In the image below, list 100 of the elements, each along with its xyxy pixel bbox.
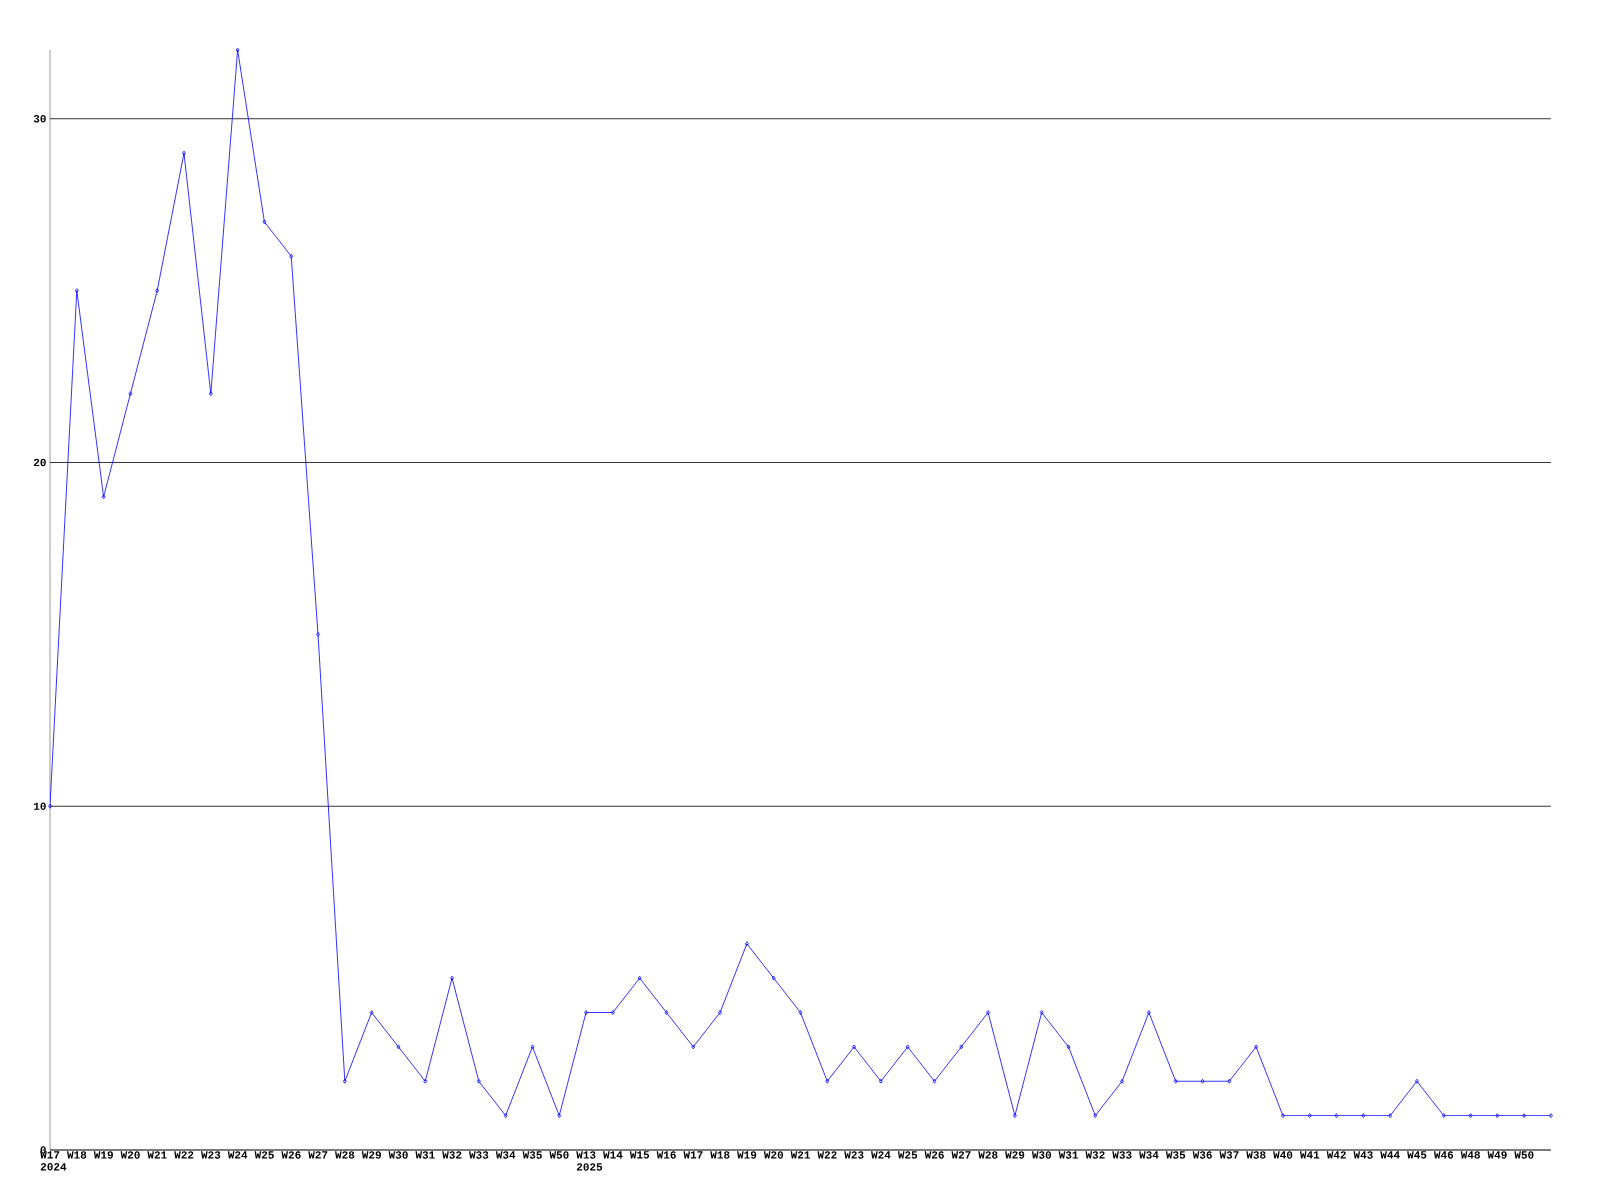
x-tick-label: W35 <box>522 1151 542 1159</box>
point <box>691 1044 696 1050</box>
point <box>986 1010 990 1015</box>
point <box>959 1044 964 1050</box>
x-tick-label: W24 <box>871 1151 891 1159</box>
x-tick-label: W23 <box>844 1151 864 1159</box>
x-tick-label: W45 <box>1407 1151 1427 1159</box>
point <box>1468 1113 1473 1119</box>
point <box>718 1010 722 1015</box>
x-tick-label: W33 <box>469 1151 489 1159</box>
x-tick-label: W50 <box>549 1151 569 1159</box>
point <box>1415 1078 1419 1084</box>
point <box>771 975 776 981</box>
point <box>610 1010 615 1015</box>
point <box>530 1044 535 1050</box>
x-tick-label: W18 <box>710 1151 730 1159</box>
point <box>503 1113 508 1119</box>
x-tick-label: W20 <box>120 1151 140 1159</box>
x-tick-label: W40 <box>1273 1151 1293 1159</box>
point <box>825 1078 830 1084</box>
point <box>369 1010 374 1015</box>
x-tick-label: W29 <box>361 1151 381 1159</box>
point <box>1200 1078 1205 1084</box>
point <box>905 1044 910 1050</box>
x-tick-label: W32 <box>442 1151 462 1159</box>
point <box>1254 1044 1259 1050</box>
x-tick-label: W42 <box>1326 1151 1346 1159</box>
point <box>637 975 642 981</box>
point <box>798 1010 803 1015</box>
point <box>878 1078 883 1084</box>
x-tick-label: W21 <box>790 1151 810 1159</box>
x-tick-label: W26 <box>924 1151 944 1159</box>
x-tick-label: W20 <box>763 1151 784 1159</box>
point <box>262 219 267 225</box>
x-tick-label: W34 <box>495 1151 516 1159</box>
x-tick-label: W18 <box>67 1151 87 1159</box>
x-tick-label: W43 <box>1353 1151 1373 1159</box>
point <box>182 150 186 156</box>
point <box>289 253 294 259</box>
y-tick-label: 10 <box>34 802 46 810</box>
point <box>155 288 160 294</box>
x-tick-label: W41 <box>1299 1151 1320 1159</box>
x-tick-label: W37 <box>1219 1151 1239 1159</box>
x-tick-label: W24 <box>227 1151 248 1159</box>
y-tick-label: 20 <box>33 458 46 467</box>
point <box>476 1078 481 1084</box>
point <box>1307 1113 1312 1119</box>
x-tick-label: W32 <box>1085 1151 1105 1159</box>
x-tick-label: W19 <box>737 1151 757 1159</box>
point <box>664 1010 669 1015</box>
x-tick-label: W22 <box>817 1151 837 1159</box>
point <box>852 1044 856 1050</box>
x-tick-label: W29 <box>1005 1151 1025 1159</box>
x-tick-label: W25 <box>254 1151 274 1159</box>
point <box>74 288 79 294</box>
x-tick-label: W35 <box>1165 1151 1186 1159</box>
y-tick-label: 30 <box>33 115 46 123</box>
x-tick-label: W27 <box>951 1151 971 1159</box>
x-tick-label: W38 <box>1246 1151 1266 1159</box>
x-tick-label: W46 <box>1433 1151 1454 1159</box>
x-tick-label: W15 <box>629 1151 650 1159</box>
x-tick-label: W30 <box>1031 1151 1052 1159</box>
point <box>1522 1113 1527 1119</box>
point <box>1039 1010 1044 1015</box>
x-tick-label: W14 <box>603 1151 623 1159</box>
point <box>584 1010 588 1015</box>
point <box>1281 1113 1285 1119</box>
x-tick-label: W23 <box>201 1151 221 1159</box>
point <box>1334 1113 1339 1119</box>
point <box>1227 1078 1232 1084</box>
x-tick-label: W49 <box>1487 1151 1507 1159</box>
point <box>1066 1044 1071 1050</box>
point <box>932 1078 937 1084</box>
x-tick-label: W27 <box>308 1151 328 1159</box>
x-tick-label: W33 <box>1112 1151 1132 1159</box>
x-tick-label: W26 <box>281 1151 301 1159</box>
x-tick-label: W22 <box>174 1151 194 1159</box>
point <box>128 391 133 397</box>
point <box>557 1113 562 1119</box>
point <box>1441 1113 1446 1119</box>
point <box>1147 1010 1151 1015</box>
x-tick-label: W31 <box>415 1151 435 1159</box>
x-tick-label: W28 <box>978 1151 998 1159</box>
x-tick-label: W16 <box>656 1151 676 1159</box>
x-tick-label: W28 <box>335 1151 355 1159</box>
point <box>1120 1078 1124 1084</box>
x-tick-label: W50 <box>1514 1151 1534 1159</box>
point <box>1173 1078 1178 1084</box>
point <box>1388 1113 1393 1119</box>
point <box>1361 1113 1366 1119</box>
point <box>744 941 749 947</box>
x-tick-label: W21 <box>147 1151 167 1159</box>
point <box>1495 1113 1500 1119</box>
x-tick-label: W17 <box>683 1151 703 1159</box>
point <box>316 631 320 637</box>
x-tick-label: W30 <box>388 1151 408 1159</box>
point <box>423 1078 428 1084</box>
point <box>208 391 213 397</box>
x-tick-label: W34 <box>1139 1151 1159 1159</box>
point <box>1012 1113 1017 1119</box>
